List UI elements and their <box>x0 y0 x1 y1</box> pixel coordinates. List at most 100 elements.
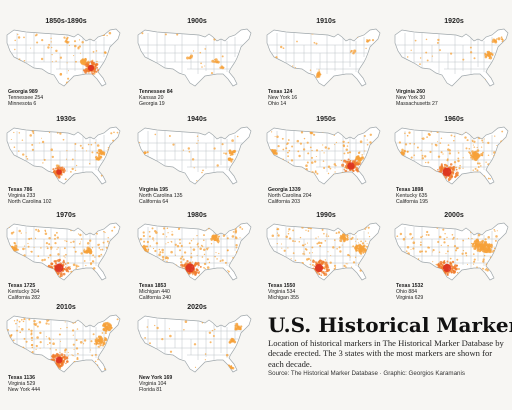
marker-dot <box>451 260 455 264</box>
marker-dot <box>102 341 106 345</box>
marker-dot <box>437 240 440 244</box>
marker-dot <box>10 231 14 235</box>
marker-dot <box>451 233 454 236</box>
marker-dot <box>73 55 75 57</box>
marker-dot <box>437 38 440 42</box>
marker-dot <box>298 272 301 275</box>
marker-dot <box>92 267 96 270</box>
marker-dot <box>217 238 220 241</box>
marker-dot <box>276 228 279 231</box>
marker-dot <box>278 256 281 259</box>
marker-dot <box>194 262 198 266</box>
marker-dot <box>454 270 456 272</box>
marker-dot <box>307 230 310 232</box>
marker-dot <box>287 230 289 232</box>
marker-dot <box>115 248 118 251</box>
marker-dot <box>143 240 146 243</box>
state-count-label: California 282 <box>8 295 41 302</box>
marker-dot <box>81 61 85 65</box>
us-map <box>266 126 381 185</box>
marker-dot <box>7 168 9 171</box>
marker-dot <box>54 242 57 245</box>
state-count-label: Georgia 19 <box>139 101 165 108</box>
marker-dot <box>221 55 224 58</box>
marker-dot <box>54 262 57 265</box>
marker-dot <box>40 170 43 173</box>
marker-dot <box>405 250 408 252</box>
marker-hotspot <box>56 169 62 175</box>
marker-dot <box>329 261 332 264</box>
marker-dot <box>409 75 412 78</box>
marker-dot <box>99 151 103 155</box>
marker-dot <box>23 179 26 182</box>
marker-dot <box>302 178 306 181</box>
marker-hotspot <box>442 167 452 177</box>
marker-dot <box>31 339 33 342</box>
marker-dot <box>274 172 277 175</box>
marker-dot <box>228 340 232 344</box>
marker-dot <box>330 254 332 257</box>
marker-dot <box>79 52 81 54</box>
marker-dot <box>505 235 507 237</box>
marker-dot <box>442 274 445 277</box>
state-count-label: Virginia 534 <box>268 289 296 296</box>
marker-dot <box>361 242 365 245</box>
marker-dot <box>333 268 336 270</box>
marker-dot <box>22 76 25 78</box>
marker-dot <box>441 177 443 179</box>
marker-dot <box>495 251 498 254</box>
marker-dot <box>453 245 457 248</box>
marker-dot <box>344 227 347 230</box>
marker-dot <box>77 47 80 50</box>
marker-dot <box>307 257 310 261</box>
state-count-label: North Carolina 135 <box>139 193 183 200</box>
marker-dot <box>487 154 490 157</box>
marker-dot <box>309 69 312 71</box>
marker-dot <box>441 270 444 274</box>
marker-dot <box>469 46 472 49</box>
marker-dot <box>343 168 346 171</box>
marker-dot <box>476 146 478 149</box>
marker-dot <box>22 68 24 70</box>
marker-dot <box>146 240 150 244</box>
marker-dot <box>144 174 147 177</box>
marker-dot <box>64 257 66 259</box>
marker-dot <box>484 255 486 257</box>
marker-dot <box>486 245 488 248</box>
marker-dot <box>72 334 74 336</box>
marker-dot <box>410 165 413 168</box>
marker-dot <box>64 266 67 268</box>
marker-dot <box>64 240 66 242</box>
marker-dot <box>62 272 66 276</box>
marker-dot <box>283 249 286 252</box>
marker-dot <box>100 266 102 268</box>
marker-dot <box>156 326 159 330</box>
panel-decade-label: 2020s <box>187 304 207 311</box>
marker-dot <box>33 319 36 323</box>
marker-dot <box>223 152 225 154</box>
marker-dot <box>329 167 332 170</box>
marker-dot <box>281 137 284 140</box>
marker-dot <box>370 249 373 253</box>
marker-dot <box>347 263 349 265</box>
marker-dot <box>41 178 44 180</box>
marker-dot <box>418 79 420 81</box>
map-panel: 1910s Texas 124 New York 16 Ohio 14 <box>264 18 388 107</box>
marker-dot <box>215 252 217 254</box>
marker-dot <box>404 143 408 146</box>
marker-dot <box>500 68 503 71</box>
marker-dot <box>197 261 200 265</box>
marker-dot <box>94 256 96 258</box>
marker-dot <box>427 161 430 164</box>
marker-dot <box>486 54 489 57</box>
marker-dot <box>367 232 369 234</box>
marker-dot <box>496 144 498 147</box>
marker-dot <box>8 68 10 71</box>
marker-dot <box>142 231 145 234</box>
panel-decade-label: 1940s <box>187 116 207 123</box>
marker-dot <box>41 137 42 139</box>
marker-dot <box>410 248 412 251</box>
us-map <box>394 222 509 281</box>
state-count-label: Florida 81 <box>139 387 163 394</box>
marker-dot <box>458 167 461 170</box>
